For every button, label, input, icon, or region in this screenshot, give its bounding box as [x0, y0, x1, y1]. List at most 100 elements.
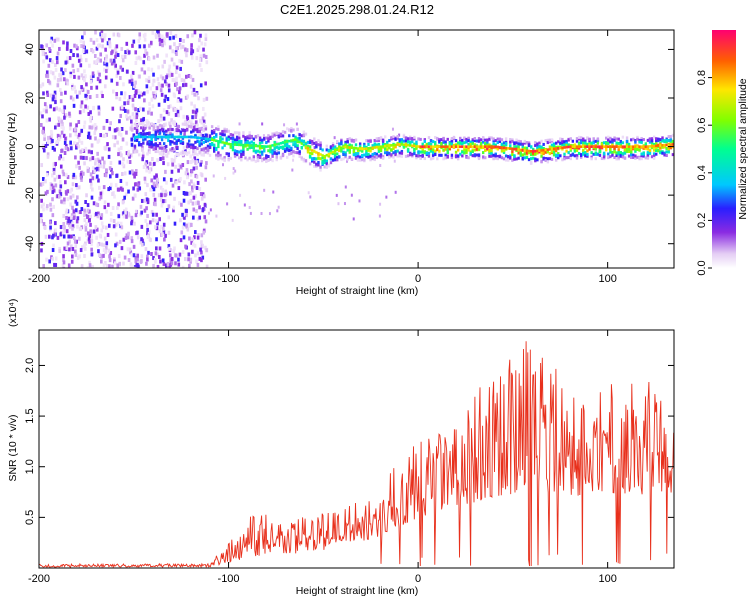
heatmap-cell: [145, 160, 149, 165]
heatmap-cell: [542, 142, 545, 146]
heatmap-cell: [60, 124, 63, 129]
heatmap-cell: [107, 223, 111, 228]
heatmap-cell: [59, 184, 63, 189]
heatmap-cell: [579, 145, 583, 148]
heatmap-cell: [171, 133, 174, 137]
heatmap-cell: [661, 145, 664, 149]
heatmap-cell: [246, 136, 249, 140]
heatmap-cell: [69, 122, 72, 127]
heatmap-cell: [152, 78, 155, 83]
heatmap-cell: [265, 159, 268, 163]
heatmap-cell: [104, 75, 108, 80]
heatmap-cell: [240, 152, 243, 156]
heatmap-cell: [283, 140, 287, 144]
heatmap-cell: [100, 221, 104, 226]
heatmap-cell: [415, 145, 418, 148]
heatmap-cell: [517, 148, 520, 151]
heatmap-cell: [54, 125, 57, 130]
heatmap-cell: [95, 93, 99, 98]
heatmap-cell: [425, 151, 429, 155]
heatmap-cell: [66, 45, 69, 50]
heatmap-cell: [85, 156, 88, 161]
heatmap-cell: [108, 37, 111, 42]
heatmap-cell: [105, 54, 108, 59]
heatmap-cell: [617, 148, 620, 152]
heatmap-cell: [46, 93, 50, 98]
heatmap-cell: [202, 47, 205, 52]
heatmap-cell: [165, 75, 168, 80]
heatmap-cell: [60, 130, 64, 135]
heatmap-cell: [167, 105, 171, 110]
snr-ytick-label: 1.0: [24, 459, 36, 474]
heatmap-cell: [436, 157, 439, 161]
heatmap-cell: [84, 74, 87, 79]
heatmap-cell: [191, 158, 195, 163]
heatmap-cell: [475, 139, 479, 143]
heatmap-cell: [611, 153, 614, 157]
snr-xtick-label: 100: [598, 573, 616, 585]
heatmap-cell: [396, 143, 399, 146]
heatmap-cell: [197, 133, 201, 138]
heatmap-cell: [240, 149, 243, 153]
heatmap-cell: [43, 133, 46, 138]
heatmap-cell: [56, 37, 60, 42]
heatmap-cell: [348, 150, 351, 154]
heatmap-cell: [665, 150, 668, 154]
heatmap-cell: [342, 151, 345, 155]
heatmap-cell: [187, 120, 191, 124]
heatmap-cell: [250, 140, 253, 144]
heatmap-cell: [96, 59, 99, 64]
heatmap-cell: [131, 103, 135, 108]
heatmap-cell: [319, 157, 322, 161]
heatmap-cell: [190, 169, 194, 174]
heatmap-cell: [126, 159, 130, 164]
heatmap-cell: [39, 213, 43, 218]
heatmap-cell: [500, 138, 504, 142]
heatmap-cell: [565, 143, 568, 147]
heatmap-cell: [150, 97, 154, 102]
heatmap-cell: [640, 137, 643, 141]
heatmap-cell: [117, 202, 120, 207]
heatmap-cell: [263, 188, 266, 192]
heatmap-cell: [56, 51, 60, 56]
heatmap-cell: [96, 157, 100, 162]
heatmap-cell: [152, 192, 156, 197]
heatmap-cell: [158, 131, 162, 135]
heatmap-cell: [176, 87, 179, 92]
heatmap-cell: [84, 58, 88, 63]
heatmap-cell: [59, 225, 63, 230]
heatmap-cell: [246, 140, 249, 144]
heatmap-cell: [204, 219, 208, 224]
heatmap-cell: [559, 146, 562, 150]
heatmap-cell: [200, 240, 203, 245]
heatmap-cell: [617, 150, 620, 154]
heatmap-cell: [350, 157, 354, 161]
heatmap-cell: [77, 119, 81, 124]
heatmap-cell: [227, 152, 231, 156]
heatmap-cell: [160, 92, 164, 97]
heatmap-cell: [70, 244, 73, 249]
heatmap-cell: [607, 138, 610, 142]
heatmap-cell: [233, 149, 237, 153]
heatmap-ytick-label: -40: [24, 236, 36, 252]
heatmap-cell: [473, 143, 477, 147]
heatmap-cell: [155, 246, 158, 251]
heatmap-cell: [136, 253, 140, 258]
heatmap-cell: [123, 91, 127, 96]
heatmap-cell: [121, 187, 124, 192]
heatmap-cell: [85, 96, 88, 101]
heatmap-cell: [579, 155, 583, 159]
heatmap-cell: [446, 145, 449, 148]
heatmap-cell: [161, 83, 164, 88]
heatmap-cell: [352, 139, 356, 143]
heatmap-cell: [103, 236, 107, 241]
heatmap-cell: [158, 142, 162, 146]
heatmap-cell: [371, 146, 374, 150]
heatmap-cell: [145, 84, 149, 89]
heatmap-cell: [411, 144, 414, 148]
heatmap-cell: [248, 144, 251, 147]
heatmap-cell: [51, 71, 55, 76]
heatmap-cell: [179, 135, 183, 139]
heatmap-cell: [333, 157, 337, 161]
heatmap-cell: [288, 128, 291, 132]
